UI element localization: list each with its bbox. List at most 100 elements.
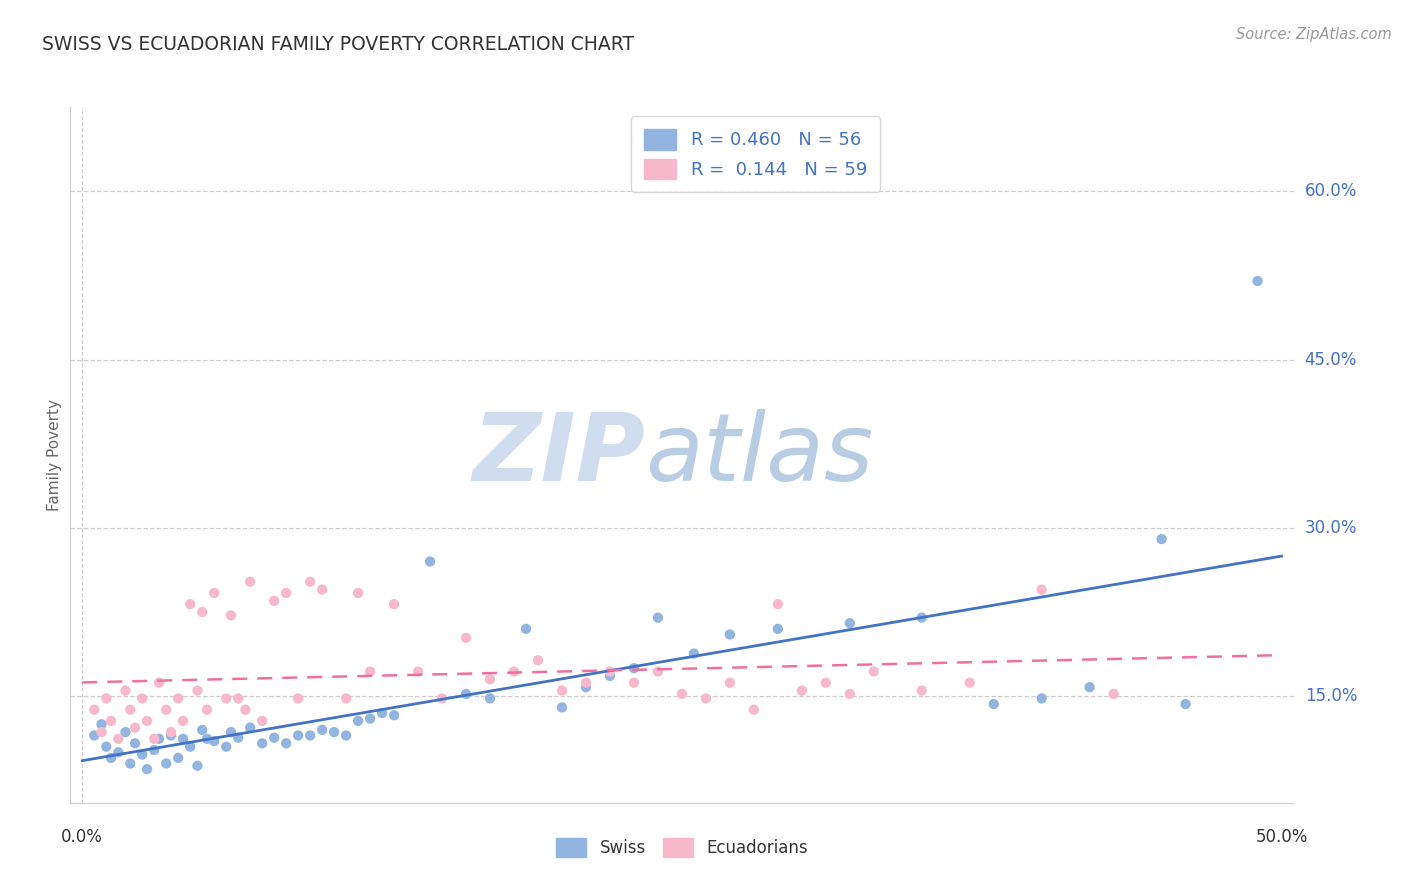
Y-axis label: Family Poverty: Family Poverty bbox=[46, 399, 62, 511]
Point bbox=[148, 731, 170, 746]
Point bbox=[107, 745, 129, 759]
Point bbox=[430, 691, 453, 706]
Point bbox=[406, 665, 429, 679]
Text: ZIP: ZIP bbox=[472, 409, 645, 501]
Point bbox=[124, 736, 146, 750]
Point bbox=[838, 687, 860, 701]
Point bbox=[623, 661, 645, 675]
Point bbox=[683, 647, 706, 661]
Point bbox=[766, 622, 789, 636]
Point bbox=[575, 675, 598, 690]
Point bbox=[195, 731, 218, 746]
Point bbox=[148, 675, 170, 690]
Point bbox=[695, 691, 717, 706]
Point bbox=[647, 665, 669, 679]
Point bbox=[911, 683, 934, 698]
Point bbox=[299, 574, 322, 589]
Point bbox=[503, 665, 526, 679]
Point bbox=[120, 703, 142, 717]
Point bbox=[527, 653, 550, 667]
Point bbox=[219, 725, 242, 739]
Point bbox=[120, 756, 142, 771]
Point bbox=[371, 706, 394, 720]
Point bbox=[131, 747, 153, 762]
Text: SWISS VS ECUADORIAN FAMILY POVERTY CORRELATION CHART: SWISS VS ECUADORIAN FAMILY POVERTY CORRE… bbox=[42, 35, 634, 54]
Point bbox=[114, 725, 136, 739]
Text: 45.0%: 45.0% bbox=[1305, 351, 1357, 368]
Point bbox=[131, 691, 153, 706]
Point bbox=[911, 610, 934, 624]
Text: 0.0%: 0.0% bbox=[62, 828, 103, 846]
Point bbox=[742, 703, 765, 717]
Point bbox=[323, 725, 346, 739]
Point bbox=[718, 627, 741, 641]
Point bbox=[215, 691, 238, 706]
Point bbox=[359, 712, 381, 726]
Point bbox=[551, 683, 574, 698]
Point bbox=[479, 691, 502, 706]
Point bbox=[276, 736, 298, 750]
Point bbox=[479, 673, 502, 687]
Point bbox=[160, 725, 183, 739]
Point bbox=[983, 697, 1005, 711]
Point bbox=[671, 687, 693, 701]
Point bbox=[90, 717, 112, 731]
Point bbox=[276, 586, 298, 600]
Point bbox=[838, 616, 860, 631]
Point bbox=[647, 610, 669, 624]
Point bbox=[167, 751, 190, 765]
Point bbox=[862, 665, 884, 679]
Point bbox=[814, 675, 837, 690]
Point bbox=[202, 586, 225, 600]
Text: 15.0%: 15.0% bbox=[1305, 687, 1357, 706]
Point bbox=[155, 756, 177, 771]
Point bbox=[172, 731, 194, 746]
Point bbox=[359, 665, 381, 679]
Point bbox=[311, 582, 333, 597]
Point bbox=[287, 729, 309, 743]
Point bbox=[1246, 274, 1268, 288]
Point bbox=[454, 687, 477, 701]
Point bbox=[766, 597, 789, 611]
Point bbox=[100, 751, 122, 765]
Point bbox=[191, 605, 214, 619]
Point bbox=[186, 683, 208, 698]
Point bbox=[155, 703, 177, 717]
Point bbox=[114, 683, 136, 698]
Point bbox=[1102, 687, 1125, 701]
Text: 30.0%: 30.0% bbox=[1305, 519, 1357, 537]
Point bbox=[515, 622, 537, 636]
Point bbox=[191, 723, 214, 737]
Point bbox=[287, 691, 309, 706]
Point bbox=[299, 729, 322, 743]
Point bbox=[263, 731, 285, 745]
Point bbox=[382, 597, 405, 611]
Point bbox=[172, 714, 194, 728]
Point bbox=[1078, 680, 1101, 694]
Point bbox=[215, 739, 238, 754]
Point bbox=[599, 669, 621, 683]
Point bbox=[179, 597, 201, 611]
Point bbox=[250, 736, 273, 750]
Point bbox=[202, 734, 225, 748]
Point bbox=[959, 675, 981, 690]
Point bbox=[623, 675, 645, 690]
Point bbox=[143, 731, 166, 746]
Point bbox=[179, 739, 201, 754]
Point bbox=[575, 680, 598, 694]
Point bbox=[136, 714, 159, 728]
Text: 60.0%: 60.0% bbox=[1305, 182, 1357, 200]
Point bbox=[335, 691, 357, 706]
Point bbox=[219, 608, 242, 623]
Point bbox=[100, 714, 122, 728]
Point bbox=[790, 683, 813, 698]
Point bbox=[1031, 582, 1053, 597]
Point bbox=[83, 729, 105, 743]
Point bbox=[239, 574, 262, 589]
Point bbox=[1150, 532, 1173, 546]
Point bbox=[160, 729, 183, 743]
Point bbox=[124, 721, 146, 735]
Point bbox=[599, 665, 621, 679]
Point bbox=[195, 703, 218, 717]
Point bbox=[335, 729, 357, 743]
